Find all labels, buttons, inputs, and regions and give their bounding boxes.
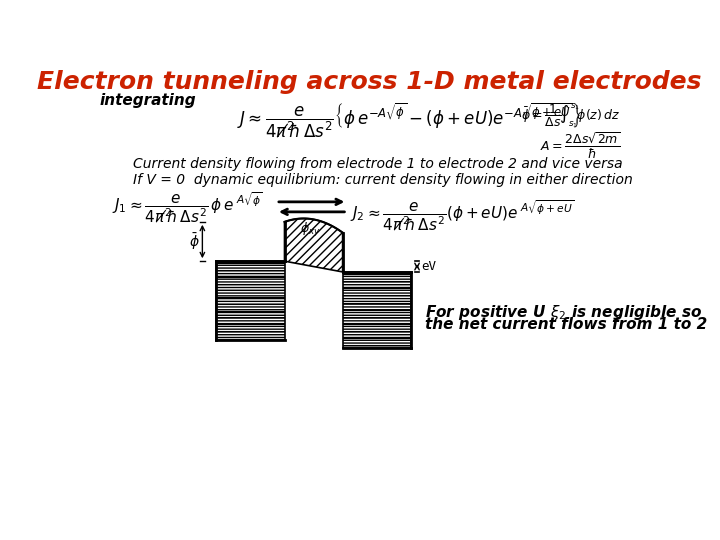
Text: integrating: integrating bbox=[99, 92, 196, 107]
Text: For positive U $\xi_2$ is negligible so: For positive U $\xi_2$ is negligible so bbox=[425, 303, 702, 322]
Text: the net current flows from 1 to 2: the net current flows from 1 to 2 bbox=[425, 318, 707, 332]
Text: $A = \dfrac{2\Delta s\sqrt{2m}}{\hbar}$: $A = \dfrac{2\Delta s\sqrt{2m}}{\hbar}$ bbox=[539, 130, 620, 161]
Text: $J \approx \dfrac{e}{4\pi^2\!\!\not\hbar\,\Delta s^2}\left\{\phi\,e^{-A\sqrt{\ph: $J \approx \dfrac{e}{4\pi^2\!\!\not\hbar… bbox=[238, 102, 581, 141]
Text: $J_2 \approx \dfrac{e}{4\pi^2\!\!\not\hbar\,\Delta s^2}\left(\phi+eU\right)e^{\;: $J_2 \approx \dfrac{e}{4\pi^2\!\!\not\hb… bbox=[350, 198, 575, 233]
Text: eV: eV bbox=[421, 260, 436, 273]
Bar bbox=[343, 272, 411, 348]
Text: $J_1 \approx \dfrac{e}{4\pi^2\!\!\not\hbar\,\Delta s^2}\,\phi\,e^{\;A\sqrt{\phi}: $J_1 \approx \dfrac{e}{4\pi^2\!\!\not\hb… bbox=[112, 190, 263, 225]
Text: $\bar{\phi}$: $\bar{\phi}$ bbox=[189, 231, 200, 252]
Polygon shape bbox=[284, 219, 343, 272]
Text: Current density flowing from electrode 1 to electrode 2 and vice versa: Current density flowing from electrode 1… bbox=[132, 157, 622, 171]
Text: $\phi_{xy}$: $\phi_{xy}$ bbox=[300, 221, 321, 240]
Text: $\bar{\phi} = \dfrac{1}{\Delta s}\!\int_{s_1}^{s_1}\!\phi(z)\,dz$: $\bar{\phi} = \dfrac{1}{\Delta s}\!\int_… bbox=[521, 102, 620, 130]
Text: Electron tunneling across 1-D metal electrodes: Electron tunneling across 1-D metal elec… bbox=[37, 70, 701, 94]
Text: If V = 0  dynamic equilibrium: current density flowing in either direction: If V = 0 dynamic equilibrium: current de… bbox=[132, 173, 632, 187]
Bar bbox=[216, 261, 284, 340]
